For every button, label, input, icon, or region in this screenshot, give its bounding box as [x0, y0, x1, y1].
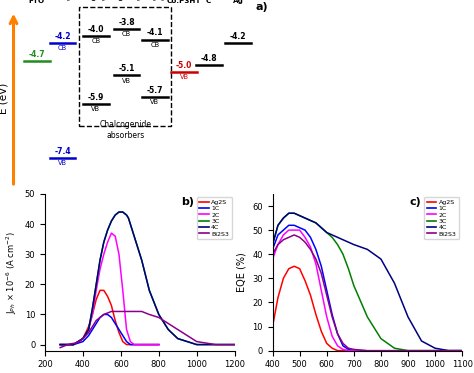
Text: -4.0: -4.0	[88, 25, 104, 34]
Text: VB: VB	[91, 106, 100, 112]
Text: FTO: FTO	[29, 0, 45, 4]
Text: Co:P3HT: Co:P3HT	[167, 0, 201, 4]
Text: c): c)	[409, 197, 421, 207]
Text: -4.2: -4.2	[230, 32, 246, 41]
Text: VB: VB	[58, 160, 67, 166]
Y-axis label: EQE (%): EQE (%)	[237, 253, 246, 292]
Text: AgS$_2$: AgS$_2$	[85, 0, 106, 4]
Text: CB: CB	[58, 45, 67, 51]
Text: CB: CB	[150, 42, 159, 48]
Text: -7.4: -7.4	[55, 147, 71, 156]
Text: VB: VB	[150, 99, 159, 105]
Text: b): b)	[182, 197, 194, 207]
Text: -5.1: -5.1	[118, 64, 135, 73]
Legend: Ag2S, 1C, 2C, 3C, 4C, Bi2S3: Ag2S, 1C, 2C, 3C, 4C, Bi2S3	[197, 197, 231, 239]
Text: CB: CB	[91, 38, 100, 44]
Text: -3.8: -3.8	[118, 18, 135, 26]
Text: -5.7: -5.7	[146, 86, 163, 95]
Text: Bi$_2$S$_3$: Bi$_2$S$_3$	[144, 0, 165, 4]
Text: -4.7: -4.7	[28, 50, 45, 59]
Text: E (eV): E (eV)	[0, 83, 9, 115]
Text: VB: VB	[122, 78, 131, 84]
Text: AgBiS$_2$: AgBiS$_2$	[112, 0, 141, 4]
Text: Chalcogenide
absorbers: Chalcogenide absorbers	[99, 120, 151, 140]
Text: TiO$_2$: TiO$_2$	[54, 0, 72, 4]
Text: -4.2: -4.2	[55, 32, 71, 41]
Text: C: C	[206, 0, 211, 4]
Text: -4.1: -4.1	[146, 28, 163, 37]
Text: a): a)	[255, 2, 268, 12]
Y-axis label: J$_{Ph}$ × 10$^{-6}$ (A cm$^{-2}$): J$_{Ph}$ × 10$^{-6}$ (A cm$^{-2}$)	[5, 231, 19, 314]
Text: -5.0: -5.0	[176, 61, 192, 70]
Text: Ag: Ag	[233, 0, 244, 4]
Text: -4.8: -4.8	[201, 54, 217, 63]
Text: VB: VB	[180, 74, 189, 80]
Legend: Ag2S, 1C, 2C, 3C, 4C, Bi2S3: Ag2S, 1C, 2C, 3C, 4C, Bi2S3	[424, 197, 459, 239]
Text: -5.9: -5.9	[88, 93, 104, 102]
Text: CB: CB	[122, 31, 131, 37]
